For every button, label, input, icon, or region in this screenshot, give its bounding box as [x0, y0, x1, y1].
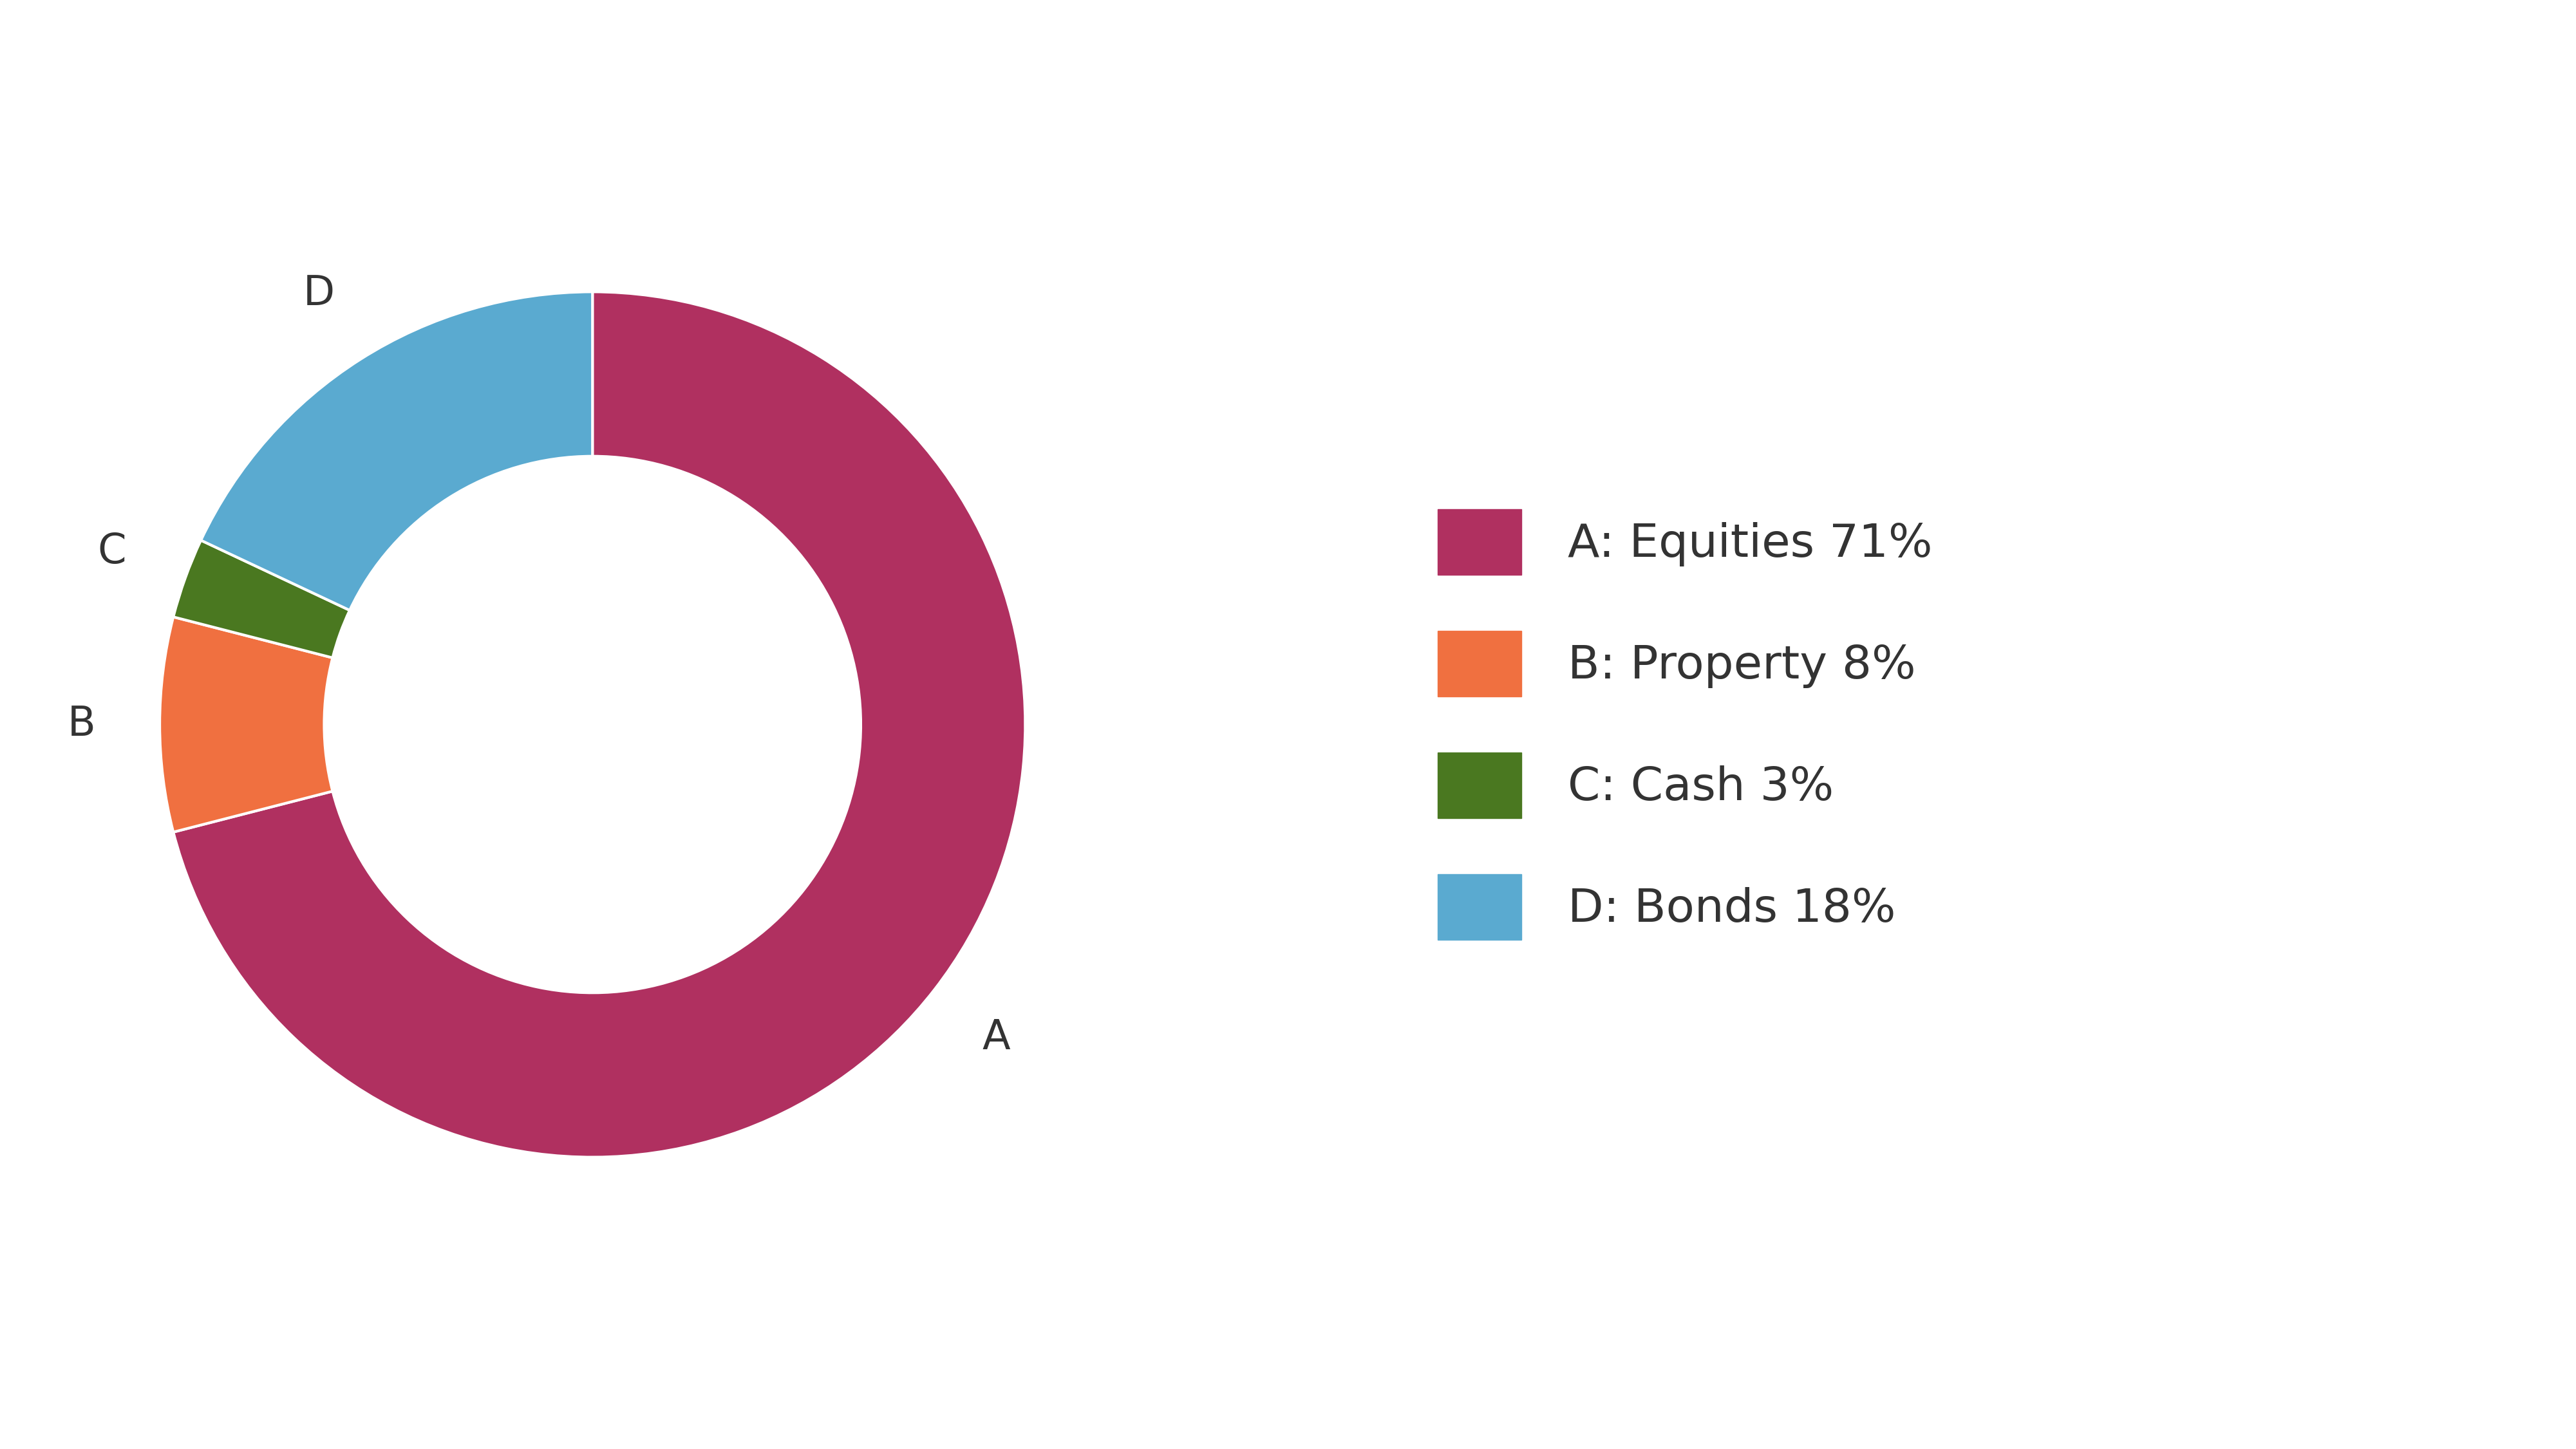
Wedge shape	[201, 291, 592, 610]
Text: C: C	[98, 532, 126, 571]
Text: A: A	[981, 1017, 1010, 1058]
Text: B: B	[67, 704, 95, 745]
Wedge shape	[160, 617, 332, 832]
Wedge shape	[173, 291, 1025, 1158]
Wedge shape	[173, 540, 350, 658]
Legend: A: Equities 71%, B: Property 8%, C: Cash 3%, D: Bonds 18%: A: Equities 71%, B: Property 8%, C: Cash…	[1414, 485, 1955, 964]
Text: D: D	[304, 274, 335, 313]
